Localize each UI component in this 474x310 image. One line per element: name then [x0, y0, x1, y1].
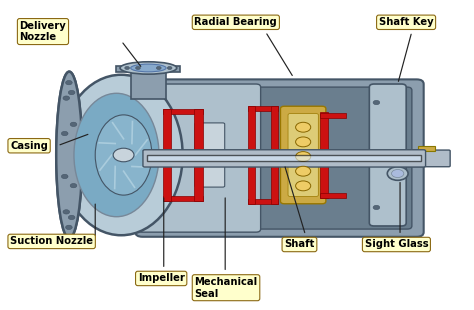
FancyBboxPatch shape: [194, 109, 203, 201]
Circle shape: [373, 100, 380, 105]
FancyBboxPatch shape: [242, 87, 412, 229]
FancyBboxPatch shape: [247, 106, 255, 204]
Circle shape: [70, 122, 77, 126]
FancyBboxPatch shape: [163, 109, 171, 201]
Text: Suction Nozzle: Suction Nozzle: [10, 237, 93, 246]
Circle shape: [113, 148, 134, 162]
Circle shape: [62, 131, 68, 136]
Circle shape: [373, 153, 380, 157]
Circle shape: [392, 170, 404, 178]
FancyBboxPatch shape: [271, 106, 278, 204]
Circle shape: [125, 66, 129, 69]
Text: Mechanical
Seal: Mechanical Seal: [194, 277, 257, 299]
Circle shape: [296, 181, 311, 191]
Circle shape: [296, 122, 311, 132]
Ellipse shape: [95, 115, 152, 195]
FancyBboxPatch shape: [288, 114, 318, 196]
Ellipse shape: [56, 72, 82, 238]
Circle shape: [62, 174, 68, 179]
FancyBboxPatch shape: [147, 155, 421, 161]
Text: Delivery
Nozzle: Delivery Nozzle: [19, 21, 66, 42]
FancyBboxPatch shape: [117, 65, 180, 72]
Circle shape: [68, 215, 75, 219]
FancyBboxPatch shape: [138, 84, 261, 232]
Text: Shaft: Shaft: [284, 240, 315, 250]
Circle shape: [387, 167, 408, 180]
FancyBboxPatch shape: [163, 196, 203, 201]
Ellipse shape: [74, 93, 159, 217]
FancyBboxPatch shape: [319, 112, 328, 198]
FancyBboxPatch shape: [247, 199, 278, 204]
Circle shape: [156, 66, 161, 69]
FancyBboxPatch shape: [195, 123, 225, 187]
FancyBboxPatch shape: [136, 79, 424, 237]
Circle shape: [68, 91, 75, 95]
FancyBboxPatch shape: [418, 146, 436, 151]
Circle shape: [65, 81, 72, 85]
Text: Casing: Casing: [10, 141, 48, 151]
FancyBboxPatch shape: [400, 150, 450, 167]
Ellipse shape: [60, 75, 182, 235]
FancyBboxPatch shape: [369, 84, 406, 226]
FancyBboxPatch shape: [143, 150, 426, 167]
Circle shape: [296, 137, 311, 147]
FancyBboxPatch shape: [281, 106, 326, 204]
Ellipse shape: [56, 72, 82, 238]
FancyBboxPatch shape: [131, 70, 166, 100]
Circle shape: [296, 152, 311, 162]
Text: Sight Glass: Sight Glass: [365, 240, 428, 250]
Ellipse shape: [131, 64, 166, 72]
Text: Impeller: Impeller: [138, 273, 185, 283]
FancyBboxPatch shape: [319, 193, 346, 198]
Text: Shaft Key: Shaft Key: [379, 17, 433, 27]
Ellipse shape: [120, 62, 177, 74]
Circle shape: [70, 184, 77, 188]
Circle shape: [373, 205, 380, 210]
FancyBboxPatch shape: [247, 106, 278, 111]
FancyBboxPatch shape: [319, 113, 346, 118]
Text: Radial Bearing: Radial Bearing: [194, 17, 277, 27]
Circle shape: [296, 166, 311, 176]
Circle shape: [167, 66, 172, 69]
Circle shape: [63, 96, 70, 100]
FancyBboxPatch shape: [163, 109, 203, 114]
Circle shape: [65, 225, 72, 229]
Circle shape: [136, 66, 140, 69]
Circle shape: [63, 210, 70, 214]
